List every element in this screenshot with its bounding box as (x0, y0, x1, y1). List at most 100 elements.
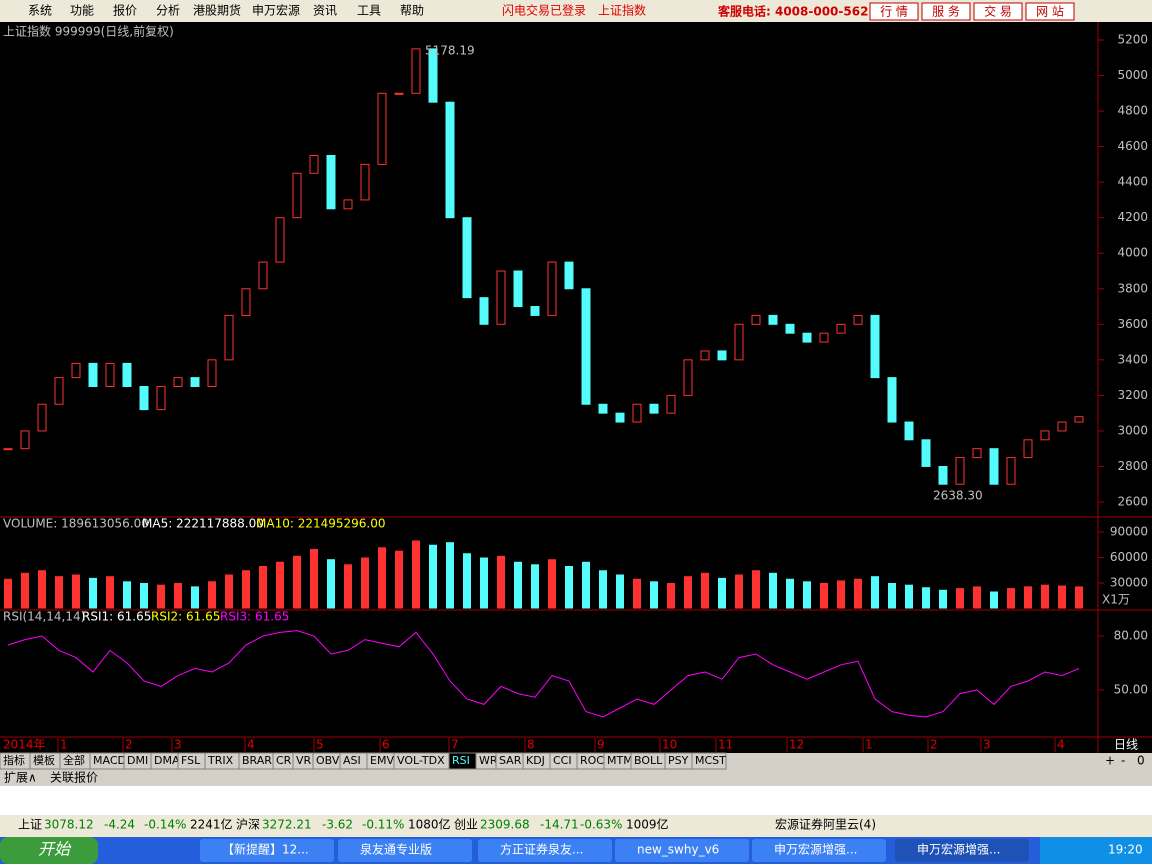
candle (938, 465, 948, 485)
candle (836, 323, 846, 334)
tab-control[interactable]: - (1121, 754, 1125, 768)
start-label: 开始 (38, 840, 72, 859)
volume-bar (905, 584, 913, 609)
tab-label: DMA (154, 754, 180, 767)
tab-control[interactable]: + (1105, 754, 1115, 768)
tab-control[interactable]: 0 (1137, 754, 1145, 768)
volume-bar (259, 566, 267, 609)
candle (768, 314, 778, 325)
candle (343, 199, 353, 210)
menu-button[interactable] (1025, 2, 1075, 21)
task-button[interactable] (338, 839, 472, 862)
month-label: 4 (247, 738, 255, 752)
tab-label: WR (479, 754, 498, 767)
candle (530, 306, 540, 316)
candle (972, 448, 982, 459)
menu-item[interactable]: 资讯 (313, 4, 337, 18)
candle (105, 362, 115, 387)
volume-bar (735, 574, 743, 609)
task-label: 申万宏源增强... (774, 842, 857, 857)
month-label: 4 (1057, 738, 1065, 752)
index-pct: -0.14% (144, 818, 186, 832)
candle (615, 412, 625, 423)
month-label: 1 (60, 738, 68, 752)
tab-label: OBV (316, 754, 340, 767)
volume-bar (21, 572, 29, 609)
broker: 宏源证券阿里云(4) (775, 817, 876, 832)
volume-bar (701, 572, 709, 609)
candle (547, 261, 557, 316)
menu-button-label: 服 务 (932, 4, 960, 19)
task-button[interactable] (752, 839, 886, 862)
menu-item[interactable]: 功能 (70, 4, 94, 18)
task-button[interactable] (895, 839, 1029, 862)
candle (1057, 421, 1067, 432)
candle (683, 359, 693, 396)
candle (1023, 439, 1033, 459)
sub-tab[interactable]: 关联报价 (50, 770, 98, 785)
volume-bar (684, 576, 692, 609)
menu-item[interactable]: 申万宏源 (252, 3, 300, 18)
candle (173, 377, 183, 388)
volume-bar (922, 587, 930, 609)
tab-label: TRIX (207, 754, 234, 767)
volume-bar (616, 574, 624, 609)
menu-button[interactable] (921, 2, 971, 21)
y-tick-label: 4600 (1117, 139, 1148, 153)
candle (802, 332, 812, 343)
month-label: 9 (597, 738, 605, 752)
rsi3-label: RSI3: 61.65 (220, 610, 289, 624)
month-label: 11 (718, 738, 733, 752)
candle (3, 448, 13, 451)
tab-label: CR (276, 754, 292, 767)
high-label: 5178.19 (425, 44, 475, 58)
volume-bar (4, 578, 12, 609)
menu-button[interactable] (869, 2, 919, 21)
tab-label: PSY (668, 754, 689, 767)
volume-bar (38, 570, 46, 609)
low-label: 2638.30 (933, 489, 983, 503)
candle (309, 155, 319, 174)
task-label: 方正证券泉友... (500, 842, 583, 857)
candle (700, 350, 710, 361)
sub-tab[interactable]: 扩展∧ (4, 771, 37, 785)
tab-label: RSI (452, 754, 470, 767)
menu-item[interactable]: 工具 (357, 4, 381, 18)
volume-bar (888, 583, 896, 609)
month-label: 2 (125, 738, 133, 752)
start-button[interactable] (0, 837, 98, 864)
tab[interactable] (691, 752, 727, 770)
menu-item[interactable]: 系统 (28, 4, 52, 18)
candle (207, 359, 217, 388)
menu-item[interactable]: 分析 (156, 4, 180, 18)
y-tick-label: 60000 (1110, 550, 1148, 564)
y-tick-label: 2800 (1117, 459, 1148, 473)
task-label: 申万宏源增强... (917, 842, 1000, 857)
volume-bar (276, 561, 284, 609)
month-label: 12 (789, 738, 804, 752)
menu-button-label: 交 易 (984, 4, 1012, 19)
month-label: 3 (174, 738, 182, 752)
volume-bar (565, 566, 573, 609)
volume-bar (854, 578, 862, 609)
menu-item[interactable]: 帮助 (400, 4, 424, 18)
volume-bar (1075, 586, 1083, 609)
task-button[interactable] (615, 839, 749, 862)
y-tick-label: 4000 (1117, 246, 1148, 260)
menu-item[interactable]: 报价 (113, 3, 137, 18)
volume-bar (820, 583, 828, 609)
menu-item[interactable]: 港股期货 (193, 3, 241, 18)
menu-button[interactable] (973, 2, 1023, 21)
candle (717, 350, 727, 361)
menu-button-label: 网 站 (1036, 5, 1064, 19)
y-tick-label: 3600 (1117, 317, 1148, 331)
task-button[interactable] (200, 839, 334, 862)
index-pct: -0.11% (362, 818, 404, 832)
y-tick-label: 30000 (1110, 576, 1148, 590)
y-tick-label: 2600 (1117, 495, 1148, 509)
notice: 上证指数 (598, 3, 646, 18)
volume-bar (293, 555, 301, 609)
volume-bar (718, 577, 726, 609)
task-button[interactable] (478, 839, 612, 862)
candle (428, 48, 438, 103)
